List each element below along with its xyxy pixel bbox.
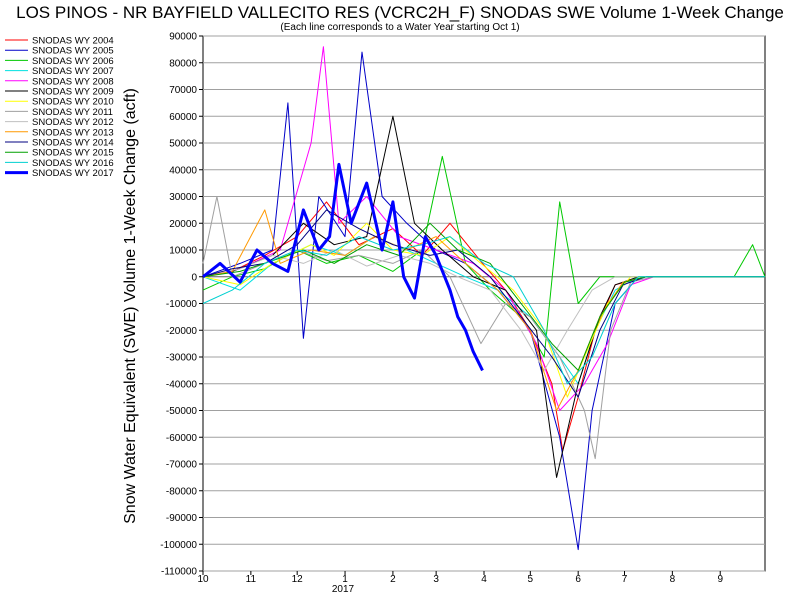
y-tick-label: 70000 bbox=[169, 85, 197, 96]
legend-label: SNODAS WY 2006 bbox=[32, 56, 114, 67]
x-tick-label: 8 bbox=[670, 574, 676, 585]
y-tick-label: -10000 bbox=[166, 299, 198, 310]
y-tick-label: -50000 bbox=[166, 406, 198, 417]
x-tick-label: 3 bbox=[433, 574, 439, 585]
y-tick-label: -30000 bbox=[166, 353, 198, 364]
y-axis-ticks: 90000 80000 70000 60000 50000 40000 30000 20000… bbox=[160, 32, 203, 578]
y-tick-label: -80000 bbox=[166, 486, 198, 497]
y-tick-label: -110000 bbox=[161, 567, 197, 578]
y-tick-label: 20000 bbox=[169, 219, 197, 230]
gridlines bbox=[203, 35, 765, 572]
legend-label: SNODAS WY 2009 bbox=[32, 87, 114, 98]
legend-label: SNODAS WY 2004 bbox=[32, 36, 114, 47]
legend-label: SNODAS WY 2011 bbox=[32, 107, 113, 118]
legend-label: SNODAS WY 2008 bbox=[32, 76, 114, 87]
x-tick-label: 7 bbox=[622, 574, 628, 585]
y-tick-label: -70000 bbox=[166, 460, 198, 471]
chart-subtitle: (Each line corresponds to a Water Year s… bbox=[280, 22, 519, 33]
y-tick-label: 80000 bbox=[169, 58, 197, 69]
y-tick-label: -90000 bbox=[166, 513, 198, 524]
x-tick-label: 6 bbox=[575, 574, 581, 585]
x-tick-label: 1 bbox=[342, 574, 348, 585]
chart-title: LOS PINOS - NR BAYFIELD VALLECITO RES (V… bbox=[16, 3, 784, 22]
x-tick-label: 11 bbox=[246, 574, 257, 585]
y-axis-label: Snow Water Equivalent (SWE) Volume 1-Wee… bbox=[122, 88, 139, 524]
x-tick-label: 4 bbox=[481, 574, 487, 585]
series-line-wy2017 bbox=[202, 162, 484, 372]
y-tick-label: 60000 bbox=[169, 112, 197, 123]
series-line-wy2012 bbox=[202, 249, 765, 371]
y-tick-label: -40000 bbox=[166, 379, 198, 390]
series-line-wy2016 bbox=[202, 236, 765, 385]
legend-label: SNODAS WY 2013 bbox=[32, 127, 114, 138]
x-tick-label: 10 bbox=[197, 574, 209, 585]
y-tick-label: 30000 bbox=[169, 192, 197, 203]
y-tick-label: 40000 bbox=[169, 165, 197, 176]
y-tick-label: -60000 bbox=[166, 433, 198, 444]
series-line-wy2008 bbox=[202, 46, 765, 411]
y-tick-label: 10000 bbox=[169, 246, 197, 257]
legend-label: SNODAS WY 2012 bbox=[32, 117, 114, 128]
x-axis-ticks: 10 11 12 1 2 3 4 5 6 7 8 9 bbox=[197, 571, 723, 585]
legend-label: SNODAS WY 2007 bbox=[32, 66, 114, 77]
y-tick-label: 0 bbox=[191, 272, 197, 283]
legend-label: SNODAS WY 2010 bbox=[32, 97, 114, 108]
y-tick-label: 50000 bbox=[169, 139, 197, 150]
x-tick-label: 9 bbox=[717, 574, 723, 585]
y-tick-label: -20000 bbox=[166, 326, 198, 337]
x-tick-label: 5 bbox=[528, 574, 534, 585]
legend-label: SNODAS WY 2005 bbox=[32, 46, 114, 57]
legend-label: SNODAS WY 2016 bbox=[32, 158, 114, 169]
y-tick-label: 90000 bbox=[169, 32, 197, 43]
x-year-label: 2017 bbox=[332, 584, 355, 595]
x-tick-label: 2 bbox=[390, 574, 396, 585]
series-lines bbox=[202, 46, 766, 551]
legend-label: SNODAS WY 2017 bbox=[32, 168, 114, 179]
legend-label: SNODAS WY 2014 bbox=[32, 138, 114, 149]
x-tick-label: 12 bbox=[292, 574, 304, 585]
legend-label: SNODAS WY 2015 bbox=[32, 148, 114, 159]
y-tick-label: -100000 bbox=[160, 540, 197, 551]
